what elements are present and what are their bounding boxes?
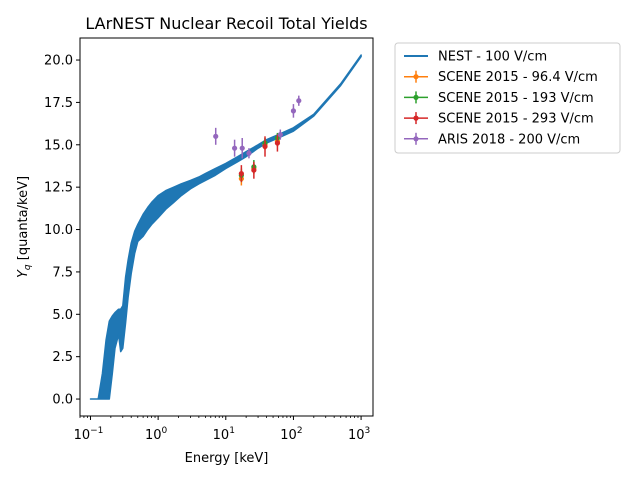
legend-label: SCENE 2015 - 96.4 V/cm [438, 70, 598, 85]
y-tick-label: 10.0 [44, 223, 73, 238]
chart-title: LArNEST Nuclear Recoil Total Yields [85, 14, 367, 33]
legend-item: NEST - 100 V/cm [404, 50, 547, 65]
legend: NEST - 100 V/cm SCENE 2015 - 96.4 V/cm SCE… [394, 42, 621, 154]
legend-marker [413, 115, 419, 121]
data-point [262, 143, 268, 150]
y-tick-label: 20.0 [44, 54, 73, 69]
y-tick-label: 7.5 [52, 265, 73, 280]
data-point [238, 171, 244, 177]
x-tick-label: 101 [213, 426, 235, 443]
legend-item: SCENE 2015 - 96.4 V/cm [404, 70, 598, 85]
legend-marker [413, 74, 419, 80]
legend-marker [413, 136, 419, 142]
legend-label: ARIS 2018 - 200 V/cm [438, 132, 580, 147]
legend-item: SCENE 2015 - 293 V/cm [404, 112, 594, 127]
series-2 [238, 134, 281, 183]
y-tick-label: 5.0 [52, 308, 73, 323]
series-3 [213, 95, 302, 159]
data-point [213, 133, 219, 139]
data-point [296, 98, 302, 104]
y-tick-label: 17.5 [44, 96, 73, 111]
axes-frame [79, 37, 374, 417]
x-axis-label: Energy [keV] [185, 451, 269, 466]
legend-label: NEST - 100 V/cm [438, 50, 547, 65]
y-tick-label: 0.0 [52, 393, 73, 408]
legend-label: SCENE 2015 - 193 V/cm [438, 91, 594, 106]
data-point [277, 132, 283, 138]
y-axis-label: Yq [quanta/keV] [16, 176, 33, 278]
y-tick-label: 2.5 [52, 350, 73, 365]
legend-item: ARIS 2018 - 200 V/cm [404, 132, 580, 147]
data-point [232, 145, 238, 151]
plot-area [89, 54, 362, 400]
x-tick-label: 102 [280, 426, 302, 443]
y-axis: 0.0 2.5 5.0 7.5 10.0 12.5 15.0 17.5 20.0 [44, 54, 80, 408]
data-point [251, 167, 257, 173]
data-point [290, 108, 297, 114]
legend-frame [394, 42, 621, 154]
legend-label: SCENE 2015 - 293 V/cm [438, 112, 594, 127]
nest-band [89, 54, 362, 400]
legend-marker [413, 94, 419, 100]
x-tick-label: 103 [348, 426, 370, 443]
x-tick-label: 100 [145, 426, 168, 443]
legend-item: SCENE 2015 - 193 V/cm [404, 91, 594, 106]
data-point [274, 140, 281, 146]
x-tick-label: 10−1 [74, 426, 104, 443]
data-point [239, 145, 245, 151]
x-axis: 10−1 100 101 102 103 [74, 416, 370, 443]
y-tick-label: 12.5 [44, 181, 73, 196]
y-tick-label: 15.0 [44, 138, 73, 153]
data-points [213, 95, 302, 186]
data-point [246, 150, 252, 156]
